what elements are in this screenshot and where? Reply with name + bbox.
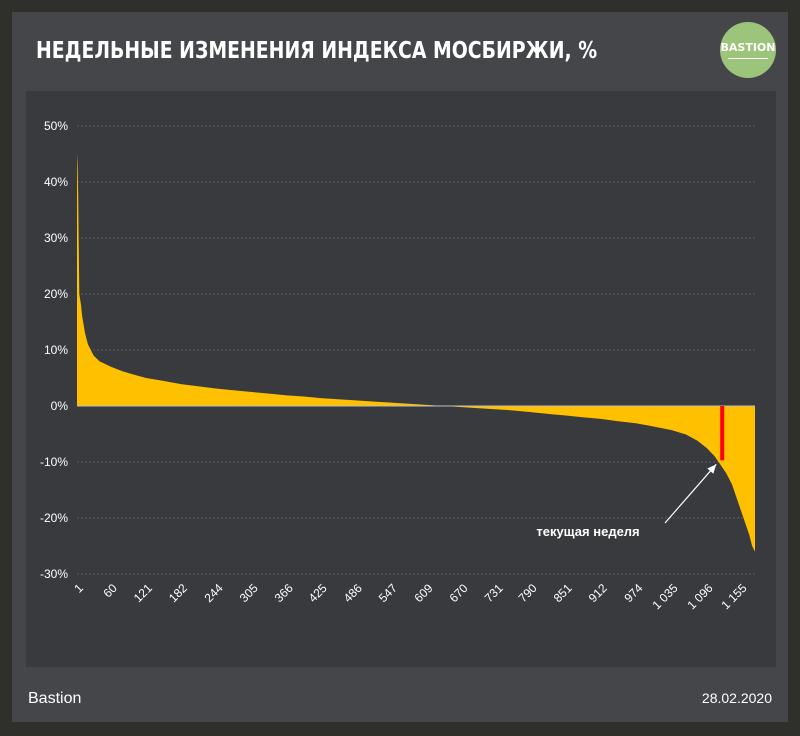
x-tick-label: 182 <box>166 581 190 605</box>
x-tick-label: 547 <box>376 581 400 605</box>
y-tick-label: 50% <box>44 119 68 133</box>
x-tick-label: 670 <box>447 581 471 605</box>
x-tick-label: 366 <box>272 581 296 605</box>
chart-svg: 50% 40% 30% 20% 10% 0% -10% -20% -30% текущая нед… <box>40 119 755 612</box>
bastion-logo: BASTION <box>720 22 776 78</box>
x-tick-label: 790 <box>516 581 540 605</box>
footer-date: 28.02.2020 <box>701 690 772 706</box>
area-series <box>77 154 755 552</box>
y-tick-label: 40% <box>44 175 68 189</box>
logo-text: BASTION <box>720 41 776 54</box>
x-tick-label: 974 <box>621 581 645 605</box>
y-tick-label: -30% <box>40 567 68 581</box>
current-week-bar <box>720 406 725 461</box>
x-tick-label: 425 <box>306 581 330 605</box>
x-tick-label: 609 <box>412 581 436 605</box>
x-tick-label: 305 <box>237 581 261 605</box>
y-tick-label: 20% <box>44 287 68 301</box>
x-tick-label: 1 155 <box>718 581 749 612</box>
x-tick-label: 1 <box>71 581 86 596</box>
y-tick-label: 30% <box>44 231 68 245</box>
x-tick-label: 121 <box>131 581 155 605</box>
x-tick-label: 60 <box>101 581 121 601</box>
x-tick-label: 244 <box>202 581 226 605</box>
x-tick-label: 912 <box>586 581 610 605</box>
footer-source: Bastion <box>28 690 82 707</box>
logo-underline <box>728 58 768 59</box>
x-tick-label: 486 <box>341 581 365 605</box>
annotation-arrow <box>664 463 717 524</box>
y-tick-label: -20% <box>40 511 68 525</box>
y-tick-label: 0% <box>51 399 69 413</box>
annotation-label: текущая неделя <box>536 524 639 539</box>
page-title: НЕДЕЛЬНЫЕ ИЗМЕНЕНИЯ ИНДЕКСА МОСБИРЖИ, % <box>36 38 598 64</box>
y-tick-label: 10% <box>44 343 68 357</box>
x-tick-label: 851 <box>551 581 575 605</box>
plot-area: 50% 40% 30% 20% 10% 0% -10% -20% -30% текущая нед… <box>26 91 776 667</box>
annotation-arrowhead <box>707 464 717 474</box>
chart-card: НЕДЕЛЬНЫЕ ИЗМЕНЕНИЯ ИНДЕКСА МОСБИРЖИ, % … <box>12 12 788 722</box>
x-tick-label: 1 035 <box>649 581 680 612</box>
x-tick-label: 731 <box>482 581 506 605</box>
y-tick-label: -10% <box>40 455 68 469</box>
x-tick-label: 1 096 <box>685 581 716 612</box>
